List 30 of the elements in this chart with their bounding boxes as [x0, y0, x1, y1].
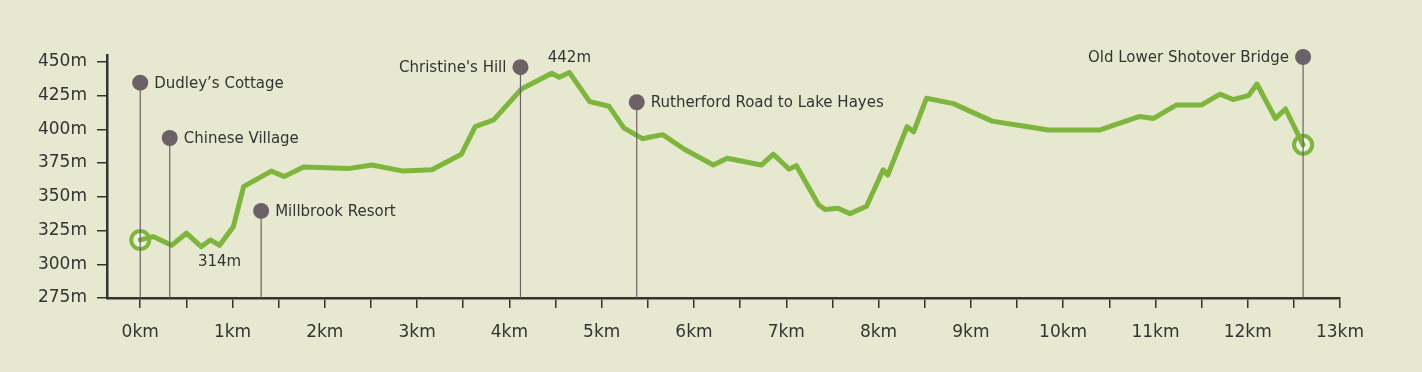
- annotation: Millbrook Resort: [275, 201, 396, 220]
- x-tick-label: 7km: [767, 320, 805, 341]
- y-tick-label: 275m: [37, 286, 87, 307]
- annotation: Old Lower Shotover Bridge: [1087, 47, 1290, 66]
- x-tick-label: 8km: [859, 320, 898, 341]
- annotation: 314m: [197, 252, 242, 271]
- x-tick-label: 9km: [952, 320, 990, 341]
- y-tick-label: 350m: [37, 185, 87, 206]
- x-tick-label: 0km: [121, 320, 159, 341]
- x-tick-label: 11km: [1131, 320, 1180, 341]
- x-tick-label: 2km: [306, 320, 344, 341]
- x-tick-label: 3km: [398, 320, 436, 341]
- y-tick-label: 300m: [37, 252, 87, 273]
- annotation: Rutherford Road to Lake Hayes: [650, 93, 884, 112]
- x-tick-label: 10km: [1039, 320, 1088, 341]
- x-tick-label: 4km: [490, 320, 528, 341]
- annotation: 442m: [547, 48, 591, 67]
- x-tick-label: 6km: [675, 320, 713, 341]
- x-tick-label: 5km: [583, 320, 621, 341]
- x-tick-label: 13km: [1315, 320, 1365, 341]
- annotation: Christine's Hill: [399, 58, 507, 77]
- annotation: Dudley’s Cottage: [154, 73, 284, 92]
- y-tick-label: 450m: [37, 50, 87, 71]
- annotation: Chinese Village: [183, 128, 299, 147]
- x-tick-label: 12km: [1223, 320, 1272, 341]
- y-tick-label: 375m: [37, 151, 87, 172]
- y-tick-label: 325m: [37, 218, 87, 239]
- y-tick-label: 400m: [37, 117, 87, 138]
- y-tick-label: 425m: [37, 83, 87, 104]
- x-tick-label: 1km: [213, 320, 252, 341]
